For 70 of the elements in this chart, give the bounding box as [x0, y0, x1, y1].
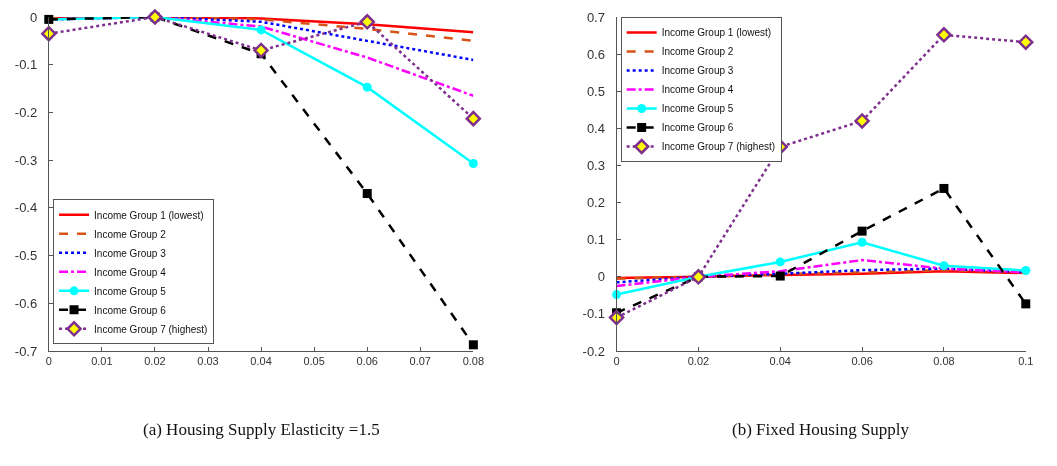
point [253, 42, 269, 59]
legend-label: Income Group 2 [94, 228, 167, 240]
point [939, 183, 949, 193]
y-tick-label: 0.4 [586, 120, 605, 136]
point [854, 113, 870, 129]
point [857, 226, 867, 236]
x-tick-label: 0.06 [356, 355, 378, 368]
x-tick-label: 0.05 [303, 355, 325, 368]
x-tick-label: 0.04 [250, 355, 272, 368]
text: (a) Housing Supply Elasticity =1.5 [143, 420, 380, 439]
legend-label: Income Group 7 (highest) [94, 323, 208, 335]
point [362, 189, 372, 199]
y-tick-label: -0.5 [14, 248, 38, 264]
point [857, 237, 867, 247]
legend-label: Income Group 6 [94, 304, 167, 316]
legend-label: Income Group 1 (lowest) [661, 27, 772, 39]
y-tick-label: -0.2 [14, 104, 38, 120]
legend-label: Income Group 5 [661, 103, 734, 115]
point [775, 271, 785, 281]
point [468, 340, 478, 350]
legend-label: Income Group 7 (highest) [661, 141, 776, 153]
point [1018, 34, 1034, 50]
point [1021, 299, 1031, 309]
y-tick-label: 0.6 [586, 46, 605, 62]
y-tick-label: 0.5 [586, 83, 605, 99]
point [939, 261, 949, 271]
y-tick-label: -0.2 [582, 343, 605, 359]
x-tick-label: 0.01 [91, 355, 113, 368]
x-tick-label: 0.03 [197, 355, 219, 368]
point [359, 14, 375, 30]
x-tick-label: 0.08 [462, 355, 485, 368]
legend-label: Income Group 4 [661, 84, 734, 96]
y-tick-label: -0.1 [582, 306, 605, 322]
y-tick-label: 0 [29, 9, 38, 25]
legend-label: Income Group 5 [94, 285, 167, 297]
x-tick-label: 0.02 [144, 355, 166, 368]
legend-label: Income Group 4 [94, 266, 167, 278]
y-tick-label: 0.3 [586, 157, 605, 173]
x-tick-label: 0 [613, 355, 620, 368]
y-tick-label: -0.3 [14, 152, 38, 168]
legend-label: Income Group 3 [94, 247, 167, 259]
legend-label: Income Group 2 [661, 46, 734, 58]
x-tick-label: 0.08 [933, 355, 955, 368]
point [468, 158, 478, 168]
legend-label: Income Group 1 (lowest) [94, 209, 204, 221]
x-tick-label: 0.04 [769, 355, 791, 368]
legend-label: Income Group 3 [661, 65, 734, 77]
x-tick-label: 0.1 [1018, 355, 1034, 368]
y-tick-label: -0.6 [14, 295, 38, 311]
x-tick-label: 0.02 [687, 355, 710, 368]
y-tick-label: -0.7 [14, 343, 38, 359]
y-tick-label: 0.2 [586, 195, 605, 211]
y-tick-label: 0.1 [586, 232, 605, 248]
x-tick-label: 0 [45, 355, 52, 368]
point [256, 25, 266, 35]
point [1021, 265, 1031, 275]
text: (b) Fixed Housing Supply [732, 420, 910, 439]
point [465, 110, 482, 127]
y-tick-label: 0 [597, 269, 605, 285]
point [362, 82, 372, 92]
y-tick-label: -0.4 [14, 200, 38, 216]
y-tick-label: 0.7 [586, 9, 605, 25]
point [690, 269, 707, 285]
point [936, 27, 952, 43]
point [41, 25, 57, 42]
x-tick-label: 0.07 [409, 355, 431, 368]
x-tick-label: 0.06 [851, 355, 873, 368]
point [775, 257, 785, 267]
legend-label: Income Group 6 [661, 122, 734, 134]
y-tick-label: -0.1 [14, 57, 38, 73]
